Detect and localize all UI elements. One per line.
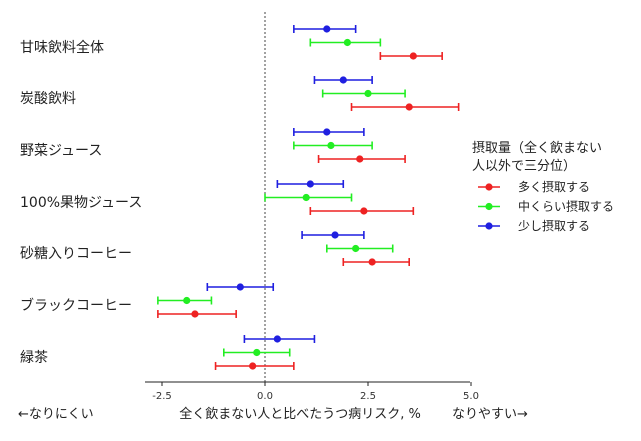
x-axis-title: 全く飲まない人と比べたうつ病リスク, % <box>179 406 421 422</box>
legend-swatch-point <box>485 222 493 230</box>
estimate-point <box>191 310 199 318</box>
estimate-point <box>327 141 335 150</box>
x-tick-label: 0.0 <box>257 391 273 402</box>
estimate-point <box>343 38 351 47</box>
estimate-point <box>323 128 331 136</box>
estimate-point <box>183 296 191 305</box>
category-label: 100%果物ジュース <box>20 195 142 211</box>
legend-label: 少し摂取する <box>518 218 590 233</box>
x-tick-label: -2.5 <box>152 391 172 402</box>
estimate-point <box>331 231 339 239</box>
category-label: 砂糖入りコーヒー <box>20 246 132 262</box>
x-tick-label: 5.0 <box>463 391 479 402</box>
x-tick-label: 2.5 <box>360 391 376 402</box>
estimate-point <box>409 52 417 60</box>
category-label: 野菜ジュース <box>20 143 102 159</box>
estimate-point <box>368 258 376 266</box>
category-label: 緑茶 <box>20 350 48 366</box>
estimate-point <box>323 25 331 33</box>
interval-marks <box>157 25 460 370</box>
estimate-point <box>339 76 347 84</box>
estimate-point <box>236 283 244 291</box>
estimate-point <box>352 244 360 253</box>
left-note: ←なりにくい <box>18 407 94 422</box>
category-label: 甘味飲料全体 <box>20 39 104 56</box>
legend-swatch-point <box>485 202 493 211</box>
legend-label: 多く摂取する <box>518 179 590 194</box>
estimate-point <box>306 180 314 188</box>
legend-title-line2: 人以外で三分位） <box>472 159 576 174</box>
legend-title-line1: 摂取量（全く飲まない <box>472 140 602 156</box>
category-label: ブラックコーヒー <box>20 297 132 314</box>
estimate-point <box>405 103 413 111</box>
estimate-point <box>356 155 364 163</box>
right-note: なりやすい→ <box>452 407 528 422</box>
legend-label: 中くらい摂取する <box>518 199 614 214</box>
estimate-point <box>364 89 372 98</box>
estimate-point <box>360 207 368 215</box>
category-label: 炭酸飲料 <box>20 91 76 107</box>
estimate-point <box>302 193 310 202</box>
estimate-point <box>273 335 281 343</box>
x-axis-ticks: -2.5 0.0 2.5 5.0 <box>152 382 479 402</box>
legend-swatch-point <box>485 183 493 191</box>
estimate-point <box>253 348 261 357</box>
estimate-point <box>249 362 257 370</box>
